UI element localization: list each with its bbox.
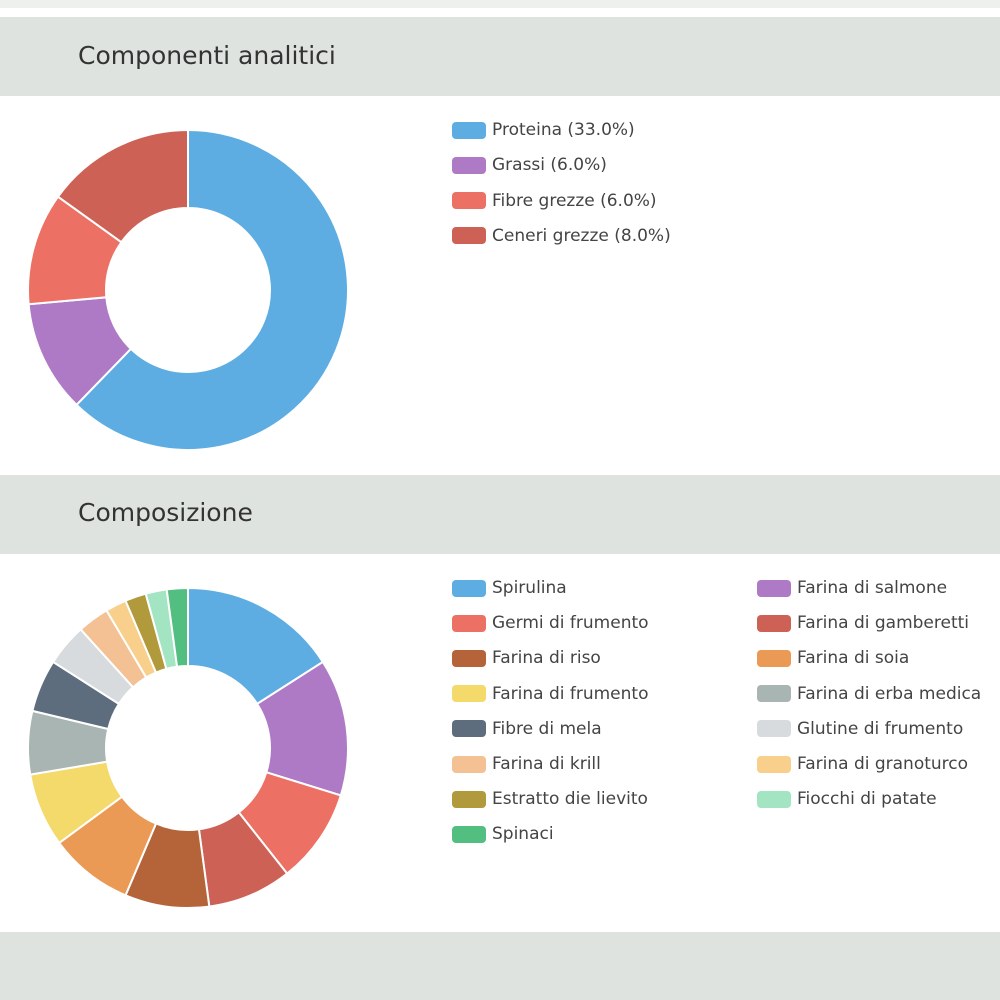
legend-swatch — [452, 755, 486, 773]
legend-swatch — [452, 685, 486, 703]
section-title: Componenti analitici — [78, 41, 336, 70]
donut-slice[interactable] — [56, 128, 189, 244]
legend-item[interactable]: Farina di soia — [757, 646, 909, 670]
legend-swatch — [452, 614, 486, 632]
legend-item[interactable]: Fibre grezze (6.0%) — [452, 189, 657, 213]
legend-item[interactable]: Estratto die lievito — [452, 787, 648, 811]
legend-label: Estratto die lievito — [492, 789, 648, 810]
legend-label: Farina di frumento — [492, 683, 649, 704]
legend-item[interactable]: Fibre di mela — [452, 717, 602, 741]
legend-item[interactable]: Spinaci — [452, 822, 554, 846]
legend-label: Fiocchi di patate — [797, 789, 937, 810]
legend-swatch — [452, 649, 486, 667]
legend-item[interactable]: Spirulina — [452, 576, 567, 600]
legend-swatch — [757, 649, 791, 667]
legend-swatch — [757, 720, 791, 738]
section-title: Composizione — [78, 498, 253, 527]
legend-swatch — [757, 755, 791, 773]
legend-item[interactable]: Farina di erba medica — [757, 682, 981, 706]
legend-label: Spinaci — [492, 824, 554, 845]
legend-item[interactable]: Farina di frumento — [452, 682, 648, 706]
legend-item[interactable]: Farina di salmone — [757, 576, 947, 600]
legend-swatch — [757, 790, 791, 808]
legend-label: Farina di erba medica — [797, 683, 982, 704]
legend-label: Fibre grezze (6.0%) — [492, 190, 657, 211]
legend-item[interactable]: Germi di frumento — [452, 611, 649, 635]
legend-label: Spirulina — [492, 578, 567, 598]
legend-swatch — [452, 790, 486, 808]
legend-item[interactable]: Glutine di frumento — [757, 717, 963, 741]
legend-item[interactable]: Proteina (33.0%) — [452, 118, 635, 142]
legend-item[interactable]: Fiocchi di patate — [757, 787, 937, 811]
legend-label: Grassi (6.0%) — [492, 155, 607, 176]
legend-swatch — [452, 192, 486, 210]
legend-item[interactable]: Farina di gamberetti — [757, 611, 969, 635]
legend-label: Farina di salmone — [797, 578, 948, 598]
legend-swatch — [452, 825, 486, 843]
analytical-donut-chart — [27, 128, 349, 451]
legend-swatch — [452, 227, 486, 245]
donut-slice[interactable] — [165, 586, 189, 668]
legend-label: Farina di soia — [797, 648, 910, 669]
legend-label: Farina di granoturco — [797, 754, 969, 774]
legend-label: Ceneri grezze (8.0%) — [492, 225, 671, 246]
legend-label: Fibre di mela — [492, 718, 602, 739]
donut-slice[interactable] — [75, 128, 349, 451]
legend-label: Proteina (33.0%) — [492, 120, 635, 140]
legend-label: Farina di riso — [492, 648, 601, 669]
bottom-bar — [0, 932, 1000, 1000]
legend-label: Glutine di frumento — [797, 718, 964, 739]
legend-swatch — [757, 685, 791, 703]
legend-item[interactable]: Farina di riso — [452, 646, 601, 670]
section-header-composition: Composizione — [0, 475, 1000, 554]
legend-swatch — [757, 579, 791, 597]
legend-swatch — [452, 579, 486, 597]
legend-item[interactable]: Farina di granoturco — [757, 752, 968, 776]
legend-item[interactable]: Grassi (6.0%) — [452, 153, 607, 177]
legend-swatch — [757, 614, 791, 632]
legend-item[interactable]: Ceneri grezze (8.0%) — [452, 224, 671, 248]
legend-swatch — [452, 156, 486, 174]
legend-label: Farina di krill — [492, 754, 601, 774]
section-header-analytical: Componenti analitici — [0, 17, 1000, 96]
legend-item[interactable]: Farina di krill — [452, 752, 601, 776]
composition-donut-chart — [27, 586, 349, 909]
legend-swatch — [452, 720, 486, 738]
legend-label: Farina di gamberetti — [797, 613, 970, 634]
legend-label: Germi di frumento — [492, 613, 649, 634]
legend-swatch — [452, 121, 486, 139]
donut-slice[interactable] — [187, 586, 325, 706]
top-bar — [0, 0, 1000, 8]
